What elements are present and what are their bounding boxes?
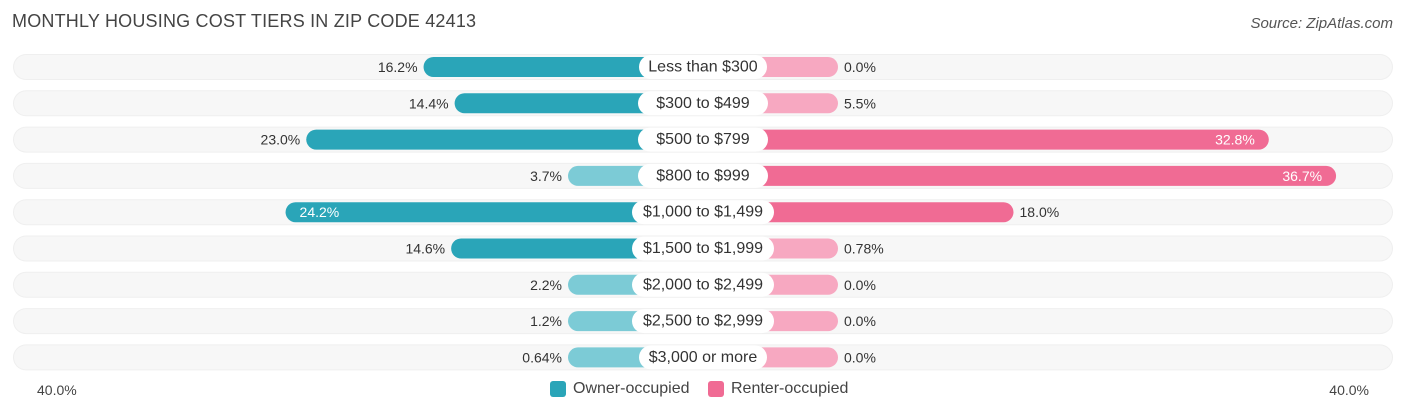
category-pill	[632, 272, 774, 297]
renter-value-label: 5.5%	[844, 95, 876, 111]
category-pill	[638, 163, 768, 188]
chart-plot: 16.2% 0.0% Less than $300 14.4% 5.5% $300 to …	[13, 54, 1393, 371]
legend-owner: Owner-occupied	[550, 380, 690, 398]
category-pill	[638, 91, 768, 116]
renter-value-label: 0.0%	[844, 349, 876, 365]
owner-value-label: 14.6%	[405, 241, 445, 257]
owner-value-label: 2.2%	[530, 277, 562, 293]
renter-bar	[703, 202, 1014, 223]
owner-bar	[285, 202, 703, 223]
renter-value-label: 32.8%	[1215, 132, 1255, 148]
renter-value-label: 0.0%	[844, 313, 876, 329]
category-label: $1,500 to $1,999	[643, 240, 763, 257]
legend-renter-swatch	[708, 381, 724, 397]
renter-value-label: 36.7%	[1282, 168, 1322, 184]
category-label: $2,000 to $2,499	[643, 276, 763, 293]
owner-value-label: 1.2%	[530, 313, 562, 329]
owner-bar	[306, 129, 703, 150]
owner-value-label: 24.2%	[300, 204, 340, 220]
renter-value-label: 18.0%	[1020, 204, 1060, 220]
category-label: $500 to $799	[656, 131, 750, 148]
category-pill	[639, 345, 767, 370]
renter-bar	[703, 129, 1269, 150]
renter-value-label: 0.78%	[844, 241, 884, 257]
category-label: $1,000 to $1,499	[643, 204, 763, 221]
owner-value-label: 3.7%	[530, 168, 562, 184]
renter-value-label: 0.0%	[844, 277, 876, 293]
owner-value-label: 16.2%	[378, 59, 418, 75]
category-label: $3,000 or more	[649, 349, 758, 366]
category-pill	[632, 309, 774, 334]
legend-owner-label: Owner-occupied	[573, 380, 690, 397]
owner-bar	[423, 57, 703, 77]
category-label: Less than $300	[648, 59, 758, 76]
axis-left-label: 40.0%	[37, 382, 77, 398]
category-pill	[638, 127, 768, 152]
category-pill	[639, 55, 767, 79]
owner-value-label: 23.0%	[261, 132, 301, 148]
legend-owner-swatch	[550, 381, 566, 397]
category-pill	[632, 200, 774, 225]
renter-value-label: 0.0%	[844, 59, 876, 75]
legend: Owner-occupied Renter-occupied	[0, 380, 1406, 400]
source-credit: Source: ZipAtlas.com	[1250, 15, 1393, 32]
chart-title: MONTHLY HOUSING COST TIERS IN ZIP CODE 4…	[12, 11, 477, 31]
category-label: $2,500 to $2,999	[643, 313, 763, 330]
category-label: $800 to $999	[656, 167, 750, 184]
axis-right-label: 40.0%	[1329, 382, 1369, 398]
owner-value-label: 14.4%	[409, 95, 449, 111]
legend-renter-label: Renter-occupied	[731, 380, 849, 397]
legend-renter: Renter-occupied	[708, 380, 848, 398]
renter-bar	[703, 165, 1337, 186]
category-pill	[632, 236, 774, 261]
owner-value-label: 0.64%	[522, 349, 562, 365]
category-label: $300 to $499	[656, 95, 750, 112]
